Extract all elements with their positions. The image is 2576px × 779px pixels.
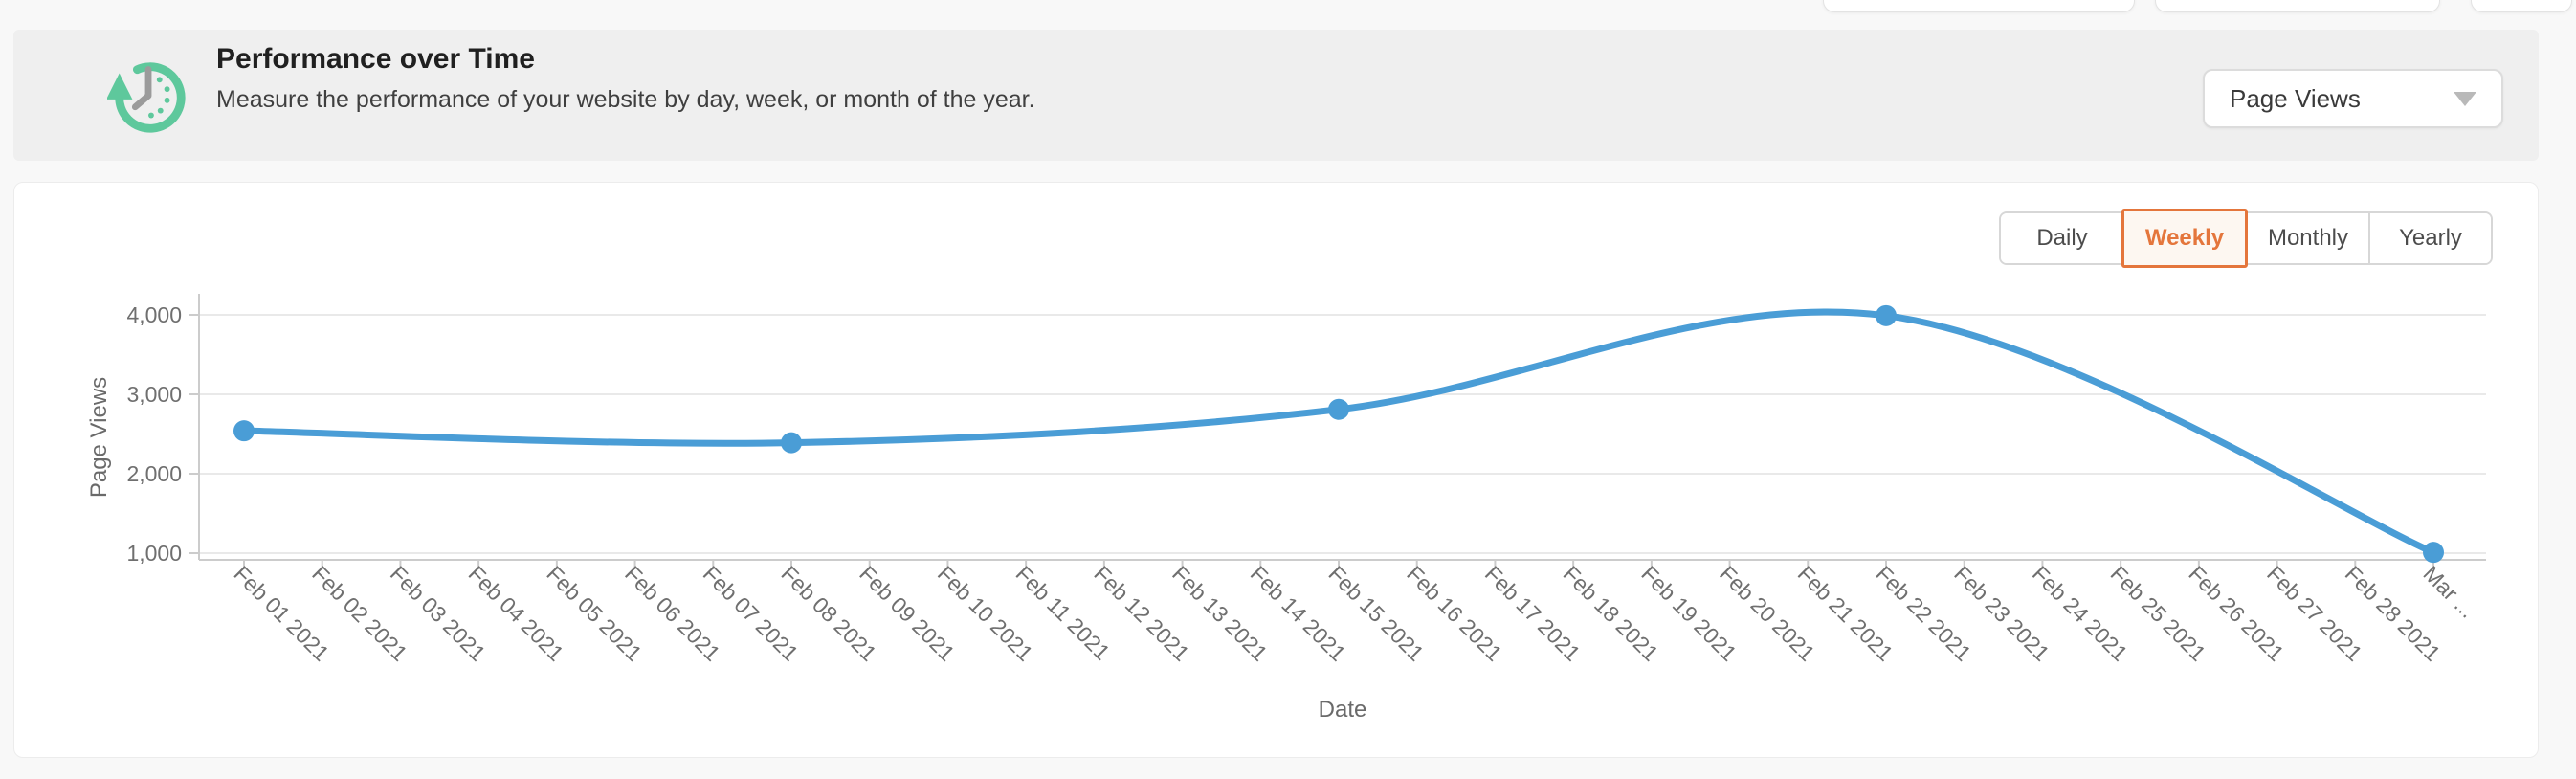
axes (189, 294, 2486, 569)
x-axis-title: Date (1319, 697, 1367, 723)
cropped-top-card[interactable] (2155, 0, 2440, 12)
data-point[interactable] (2423, 542, 2444, 564)
y-axis-labels: 1,000 2,000 3,000 4,000 (126, 302, 182, 566)
tab-yearly[interactable]: Yearly (2368, 213, 2491, 263)
svg-text:4,000: 4,000 (126, 302, 182, 327)
tab-daily[interactable]: Daily (2001, 213, 2123, 263)
svg-text:2,000: 2,000 (126, 461, 182, 486)
interval-tabs: Daily Weekly Monthly Yearly (1999, 209, 2493, 268)
data-point[interactable] (781, 432, 802, 454)
data-point[interactable] (1328, 398, 1349, 420)
metric-dropdown-value: Page Views (2230, 83, 2361, 113)
data-point[interactable] (1876, 304, 1897, 326)
series-line (240, 308, 2437, 556)
data-point[interactable] (233, 420, 255, 442)
page-title: Performance over Time (216, 43, 535, 75)
tab-monthly[interactable]: Monthly (2246, 213, 2368, 263)
history-clock-icon (106, 53, 191, 137)
chevron-down-icon (2454, 91, 2476, 106)
cropped-top-card[interactable] (2471, 0, 2572, 12)
cropped-top-card[interactable] (1823, 0, 2135, 12)
svg-text:Mar ...: Mar ... (2418, 561, 2479, 622)
page-subtitle: Measure the performance of your website … (216, 86, 1035, 113)
chart-card: Daily Weekly Monthly Yearly 1,000 2,000 3,… (13, 182, 2539, 758)
tab-weekly[interactable]: Weekly (2121, 209, 2248, 268)
y-axis-title: Page Views (86, 377, 112, 498)
gridlines (199, 314, 2486, 554)
svg-text:1,000: 1,000 (126, 541, 182, 566)
svg-text:3,000: 3,000 (126, 382, 182, 407)
metric-dropdown[interactable]: Page Views (2203, 69, 2503, 128)
section-header: Performance over Time Measure the perfor… (13, 30, 2539, 161)
header-titles: Performance over Time Measure the perfor… (216, 41, 1035, 115)
